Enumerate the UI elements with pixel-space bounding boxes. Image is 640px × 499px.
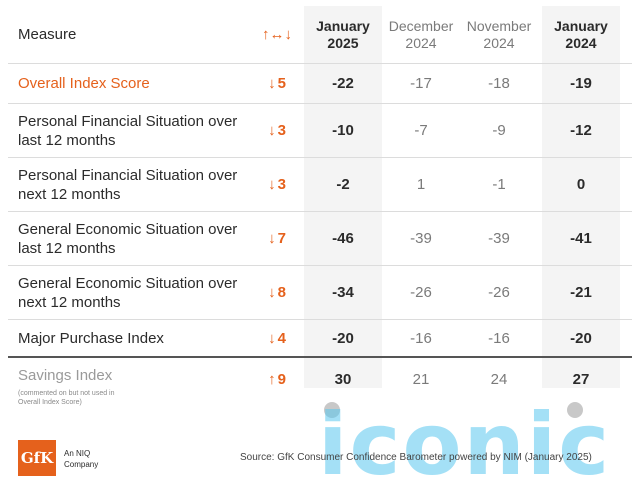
value-november-2024: 24 [490, 370, 508, 388]
row-change: ↓ 4 [252, 320, 302, 356]
down-arrow-icon: ↓ [268, 230, 276, 247]
value-january-2024: -21 [570, 284, 592, 301]
value-november-2024: -18 [488, 75, 510, 92]
value-december-2024: -39 [410, 230, 432, 247]
value-december-2024: 1 [416, 176, 426, 193]
watermark-text: iconic [318, 395, 612, 495]
value-december-2024: 21 [412, 370, 430, 388]
row-change: ↓ 8 [252, 266, 302, 319]
change-value: 3 [277, 122, 286, 139]
value-january-2025: -34 [332, 284, 354, 301]
table-row: General Economic Situation over next 12 … [8, 266, 632, 320]
value-january-2025: -20 [332, 329, 354, 347]
value-january-2024: 27 [572, 370, 590, 388]
savings-label: Savings Index [18, 367, 113, 384]
header-december-2024: December 2024 [388, 17, 454, 51]
down-arrow-icon: ↓ [268, 284, 276, 301]
row-measure: Major Purchase Index [18, 329, 164, 347]
value-january-2024: -19 [570, 75, 592, 92]
table-row: Major Purchase Index ↓ 4 -20 -16 -16 -20 [8, 320, 632, 358]
change-direction-icon: ↑↔↓ [262, 26, 292, 43]
down-arrow-icon: ↓ [268, 75, 276, 92]
watermark-dot [324, 402, 340, 418]
down-arrow-icon: ↓ [268, 329, 276, 347]
up-arrow-icon: ↑ [268, 370, 276, 388]
row-measure: Overall Index Score [18, 75, 150, 92]
row-measure: Personal Financial Situation over next 1… [18, 166, 238, 203]
value-december-2024: -17 [410, 75, 432, 92]
row-measure: General Economic Situation over next 12 … [18, 274, 238, 311]
value-december-2024: -26 [410, 284, 432, 301]
logo-tagline: An NIQ Company [64, 449, 99, 469]
value-january-2024: -20 [570, 329, 592, 347]
value-november-2024: -39 [488, 230, 510, 247]
change-value: 8 [277, 284, 286, 301]
change-value: 4 [277, 329, 286, 347]
value-january-2025: -22 [332, 75, 354, 92]
value-january-2024: 0 [576, 176, 586, 193]
row-change: ↓ 7 [252, 212, 302, 265]
row-measure: Personal Financial Situation over last 1… [18, 112, 238, 149]
value-november-2024: -9 [492, 122, 506, 139]
watermark-dot [567, 402, 583, 418]
source-note: Source: GfK Consumer Confidence Baromete… [240, 452, 592, 463]
header-november-2024: November 2024 [466, 17, 532, 51]
value-january-2025: -10 [332, 122, 354, 139]
change-value: 9 [277, 370, 286, 388]
table-row: Personal Financial Situation over last 1… [8, 104, 632, 158]
down-arrow-icon: ↓ [268, 176, 276, 193]
value-november-2024: -1 [492, 176, 506, 193]
value-january-2024: -12 [570, 122, 592, 139]
value-december-2024: -16 [410, 329, 432, 347]
header-january-2024: January 2024 [554, 17, 608, 51]
down-arrow-icon: ↓ [268, 122, 276, 139]
highlight-column-jan-2025 [304, 6, 382, 388]
row-change: ↑ 9 [252, 360, 302, 398]
row-measure: General Economic Situation over last 12 … [18, 220, 238, 257]
table-row: Personal Financial Situation over next 1… [8, 158, 632, 212]
row-change: ↓ 5 [252, 64, 302, 103]
change-value: 7 [277, 230, 286, 247]
gfk-logo: GfK [18, 440, 56, 476]
savings-note: (commented on but not used in Overall In… [18, 390, 115, 406]
change-value: 5 [277, 75, 286, 92]
table-row: Overall Index Score ↓ 5 -22 -17 -18 -19 [8, 64, 632, 104]
savings-index-row: Savings Index (commented on but not used… [8, 360, 632, 406]
value-november-2024: -26 [488, 284, 510, 301]
row-change: ↓ 3 [252, 158, 302, 211]
table-header-row: Measure ↑↔↓ January 2025 December 2024 N… [8, 6, 632, 64]
header-january-2025: January 2025 [316, 17, 370, 51]
value-january-2025: -46 [332, 230, 354, 247]
header-measure: Measure [18, 26, 77, 43]
value-january-2025: -2 [336, 176, 350, 193]
savings-measure: Savings Index (commented on but not used… [18, 366, 248, 407]
change-value: 3 [277, 176, 286, 193]
row-change: ↓ 3 [252, 104, 302, 157]
value-november-2024: -16 [488, 329, 510, 347]
value-january-2025: 30 [334, 370, 352, 388]
highlight-column-jan-2024 [542, 6, 620, 388]
value-december-2024: -7 [414, 122, 428, 139]
value-january-2024: -41 [570, 230, 592, 247]
table-row: General Economic Situation over last 12 … [8, 212, 632, 266]
